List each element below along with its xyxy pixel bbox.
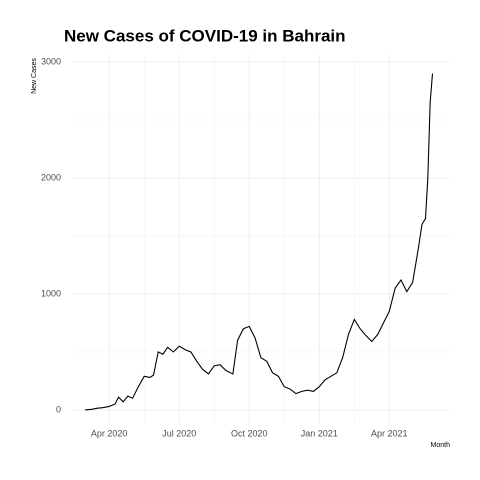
y-tick-label: 1000 [41,288,61,298]
x-tick-label: Apr 2020 [91,428,128,438]
x-axis-label: Month [431,442,451,449]
y-tick-label: 3000 [41,56,61,66]
y-axis-label: New Cases [31,58,38,94]
line [85,73,434,411]
y-tick-label: 0 [56,404,61,414]
y-tick-label: 2000 [41,172,61,182]
x-tick-label: Jul 2020 [162,428,196,438]
x-tick-label: Jan 2021 [301,428,338,438]
x-tick-label: Apr 2021 [371,428,408,438]
chart-title: New Cases of COVID-19 in Bahrain [64,26,346,45]
x-tick-label: Oct 2020 [231,428,268,438]
